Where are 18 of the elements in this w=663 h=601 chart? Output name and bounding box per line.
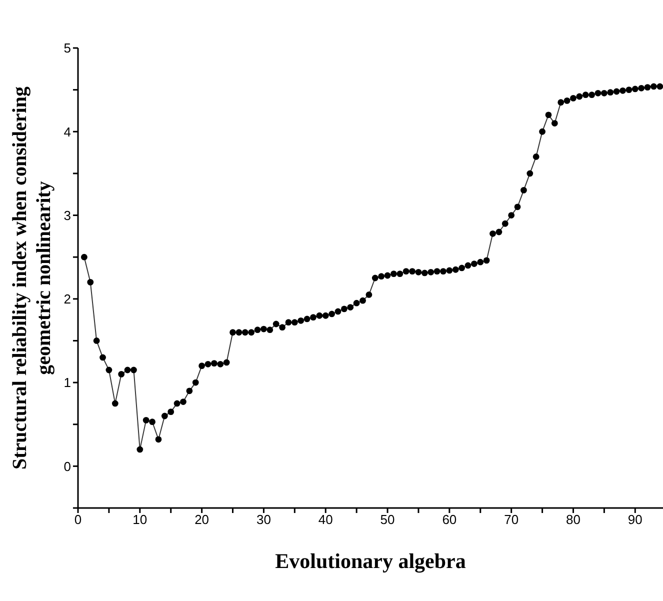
y-tick-label: 1 bbox=[64, 375, 71, 390]
y-tick-label: 0 bbox=[64, 458, 71, 474]
y-tick-label: 4 bbox=[64, 124, 71, 140]
y-tick-label: 5 bbox=[64, 40, 71, 56]
y-tick-label: 3 bbox=[64, 208, 71, 223]
x-tick-label: 60 bbox=[442, 512, 457, 528]
y-tick-label: 2 bbox=[64, 292, 71, 307]
x-tick-label: 50 bbox=[380, 512, 395, 528]
x-tick-label: 10 bbox=[132, 512, 148, 528]
x-tick-label: 90 bbox=[628, 512, 642, 528]
x-tick-label: 0 bbox=[74, 512, 82, 528]
x-axis-title: Evolutionary algebra bbox=[275, 549, 466, 573]
x-tick-label: 70 bbox=[504, 512, 519, 528]
x-tick-label: 40 bbox=[318, 512, 333, 528]
y-axis-title: Structural reliability index when considering geometric nonlinearity bbox=[9, 86, 55, 470]
x-tick-label: 30 bbox=[256, 512, 271, 528]
x-tick-label: 20 bbox=[194, 512, 210, 528]
x-tick-label: 80 bbox=[566, 512, 580, 528]
